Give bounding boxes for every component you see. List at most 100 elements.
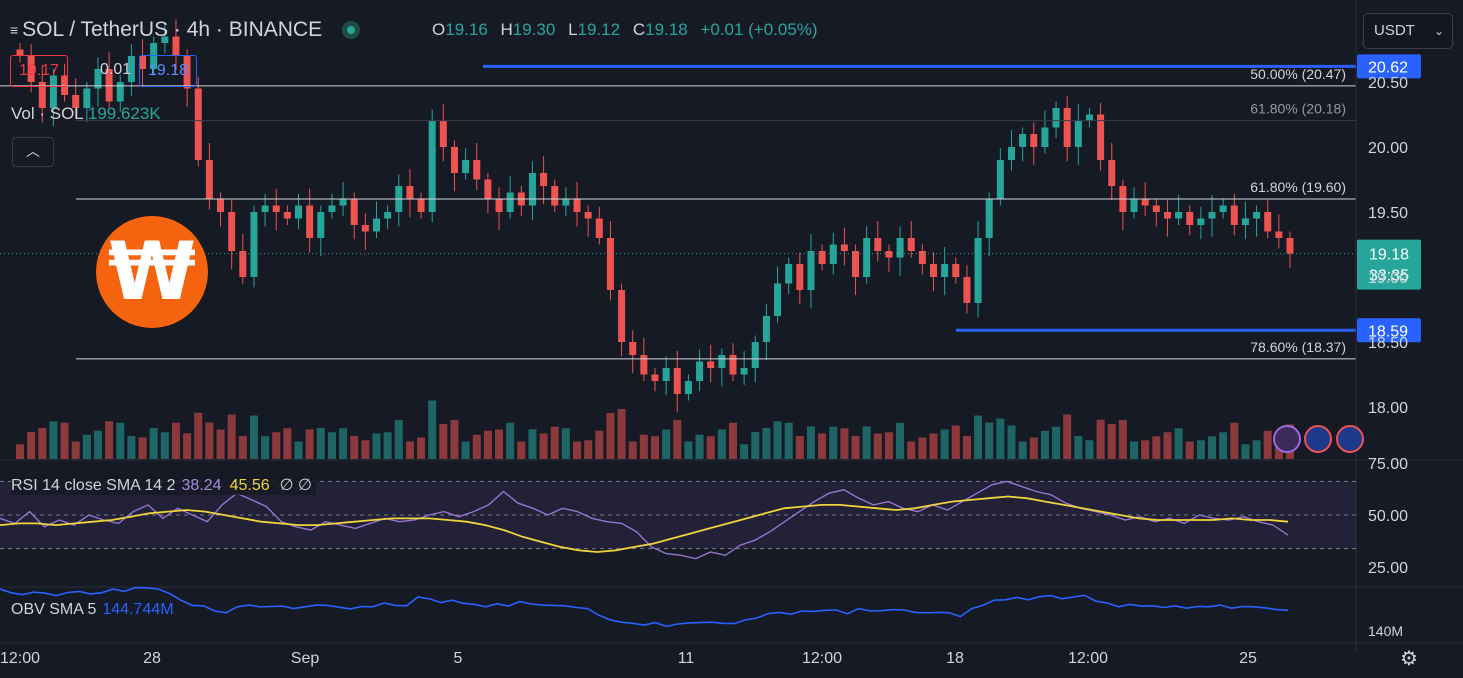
- volume-bar: [138, 437, 147, 459]
- time-tick-label: Sep: [291, 650, 320, 667]
- volume-bar: [840, 428, 849, 459]
- volume-bar: [1219, 432, 1228, 459]
- volume-bar: [1063, 414, 1072, 459]
- volume-bar: [71, 441, 80, 459]
- rsi-legend: RSI 14 close SMA 14 2 38.24 45.56 ∅ ∅: [11, 475, 316, 495]
- volume-bar: [160, 432, 169, 459]
- candle-body: [283, 212, 291, 219]
- volume-bar: [884, 432, 893, 459]
- symbol-title[interactable]: SOL / TetherUS · 4h · BINANCE: [22, 18, 323, 41]
- volume-bar: [506, 422, 515, 459]
- price-tick-label: 20.50: [1368, 75, 1408, 92]
- settings-icon[interactable]: ⚙: [1400, 648, 1418, 670]
- candle-body: [618, 290, 626, 342]
- candle-body: [228, 212, 236, 251]
- volume-bar: [27, 432, 36, 459]
- volume-bar: [461, 441, 470, 459]
- collapse-legend-button[interactable]: ︿: [12, 137, 54, 167]
- volume-bar: [740, 444, 749, 459]
- volume-bar: [16, 444, 24, 459]
- volume-bar: [1107, 424, 1116, 459]
- price-tick-label: 18.50: [1368, 335, 1408, 352]
- candle-body: [774, 283, 782, 316]
- candle-body: [105, 69, 113, 102]
- candle-body: [27, 56, 35, 82]
- volume-bar: [1230, 422, 1239, 459]
- volume-bar: [962, 436, 971, 459]
- menu-icon[interactable]: ≡: [10, 22, 19, 38]
- obv-tick-label: 140M: [1368, 623, 1403, 639]
- volume-label: Vol · SOL: [11, 104, 84, 123]
- candlestick-series: [16, 19, 1294, 413]
- candle-body: [361, 225, 369, 232]
- time-axis[interactable]: 12:00 28 Sep 5 11 12:00 18 12:00 25: [0, 650, 1257, 667]
- price-tick-label: 19.00: [1368, 270, 1408, 287]
- volume-bar: [1052, 426, 1061, 459]
- volume-bar: [405, 441, 414, 459]
- candle-body: [350, 199, 358, 225]
- candle-body: [696, 361, 704, 381]
- volume-bar: [216, 429, 225, 459]
- obv-label: OBV SMA 5: [11, 601, 97, 618]
- candle-body: [807, 251, 815, 290]
- volume-bar: [695, 434, 704, 459]
- time-tick-label: 28: [143, 650, 161, 667]
- candle-body: [673, 368, 681, 394]
- buy-button[interactable]: 19.18: [139, 55, 198, 87]
- candle-body: [1041, 127, 1049, 147]
- volume-bar: [1263, 430, 1272, 459]
- volume-bar: [227, 414, 236, 459]
- candle-body: [907, 238, 915, 251]
- candle-body: [261, 205, 269, 212]
- volume-bar: [272, 432, 281, 459]
- candle-body: [194, 88, 202, 160]
- candle-body: [1019, 134, 1027, 147]
- volume-bar: [573, 441, 582, 459]
- currency-select[interactable]: USDT ⌄: [1363, 13, 1453, 49]
- candle-body: [150, 43, 158, 69]
- volume-bar: [116, 422, 125, 459]
- volume-bar: [584, 440, 593, 459]
- sell-button[interactable]: 19.17: [10, 55, 69, 87]
- close-label: C: [632, 20, 646, 39]
- volume-bar: [171, 422, 180, 459]
- volume-bar: [183, 433, 192, 459]
- volume-bar: [238, 436, 247, 459]
- candle-body: [1163, 212, 1171, 219]
- price-tick-label: 20.00: [1368, 140, 1408, 157]
- fib-label: 61.80% (20.18): [1250, 101, 1346, 117]
- candle-body: [651, 374, 659, 381]
- candle-body: [640, 355, 648, 375]
- candle-body: [61, 75, 69, 95]
- obv-legend: OBV SMA 5 144.744M: [11, 601, 174, 619]
- candle-body: [205, 160, 213, 199]
- volume-bar: [706, 436, 715, 459]
- price-tag-label: 20.62: [1368, 59, 1408, 76]
- candle-body: [896, 238, 904, 258]
- volume-bar: [985, 422, 994, 459]
- volume-bar: [862, 426, 871, 459]
- volume-bar: [907, 441, 916, 459]
- candle-body: [328, 205, 336, 212]
- volume-bars: [16, 400, 1294, 459]
- candle-body: [540, 173, 548, 186]
- volume-bar: [918, 437, 927, 459]
- volume-bar: [1241, 444, 1250, 459]
- volume-bar: [728, 422, 737, 459]
- candle-body: [1097, 114, 1105, 160]
- candle-body: [172, 36, 180, 56]
- candle-body: [495, 199, 503, 212]
- volume-bar: [784, 422, 793, 459]
- candle-body: [295, 205, 303, 219]
- volume-bar: [851, 436, 860, 459]
- volume-bar: [49, 421, 58, 459]
- candle-body: [751, 342, 759, 368]
- volume-bar: [1185, 441, 1194, 459]
- candle-body: [941, 264, 949, 277]
- lightning-icon: [1273, 425, 1301, 453]
- price-axis[interactable]: 18.00 18.50 19.00 19.50 20.00 20.50: [0, 0, 1463, 652]
- volume-bar: [517, 441, 526, 459]
- currency-select-value: USDT: [1374, 22, 1415, 39]
